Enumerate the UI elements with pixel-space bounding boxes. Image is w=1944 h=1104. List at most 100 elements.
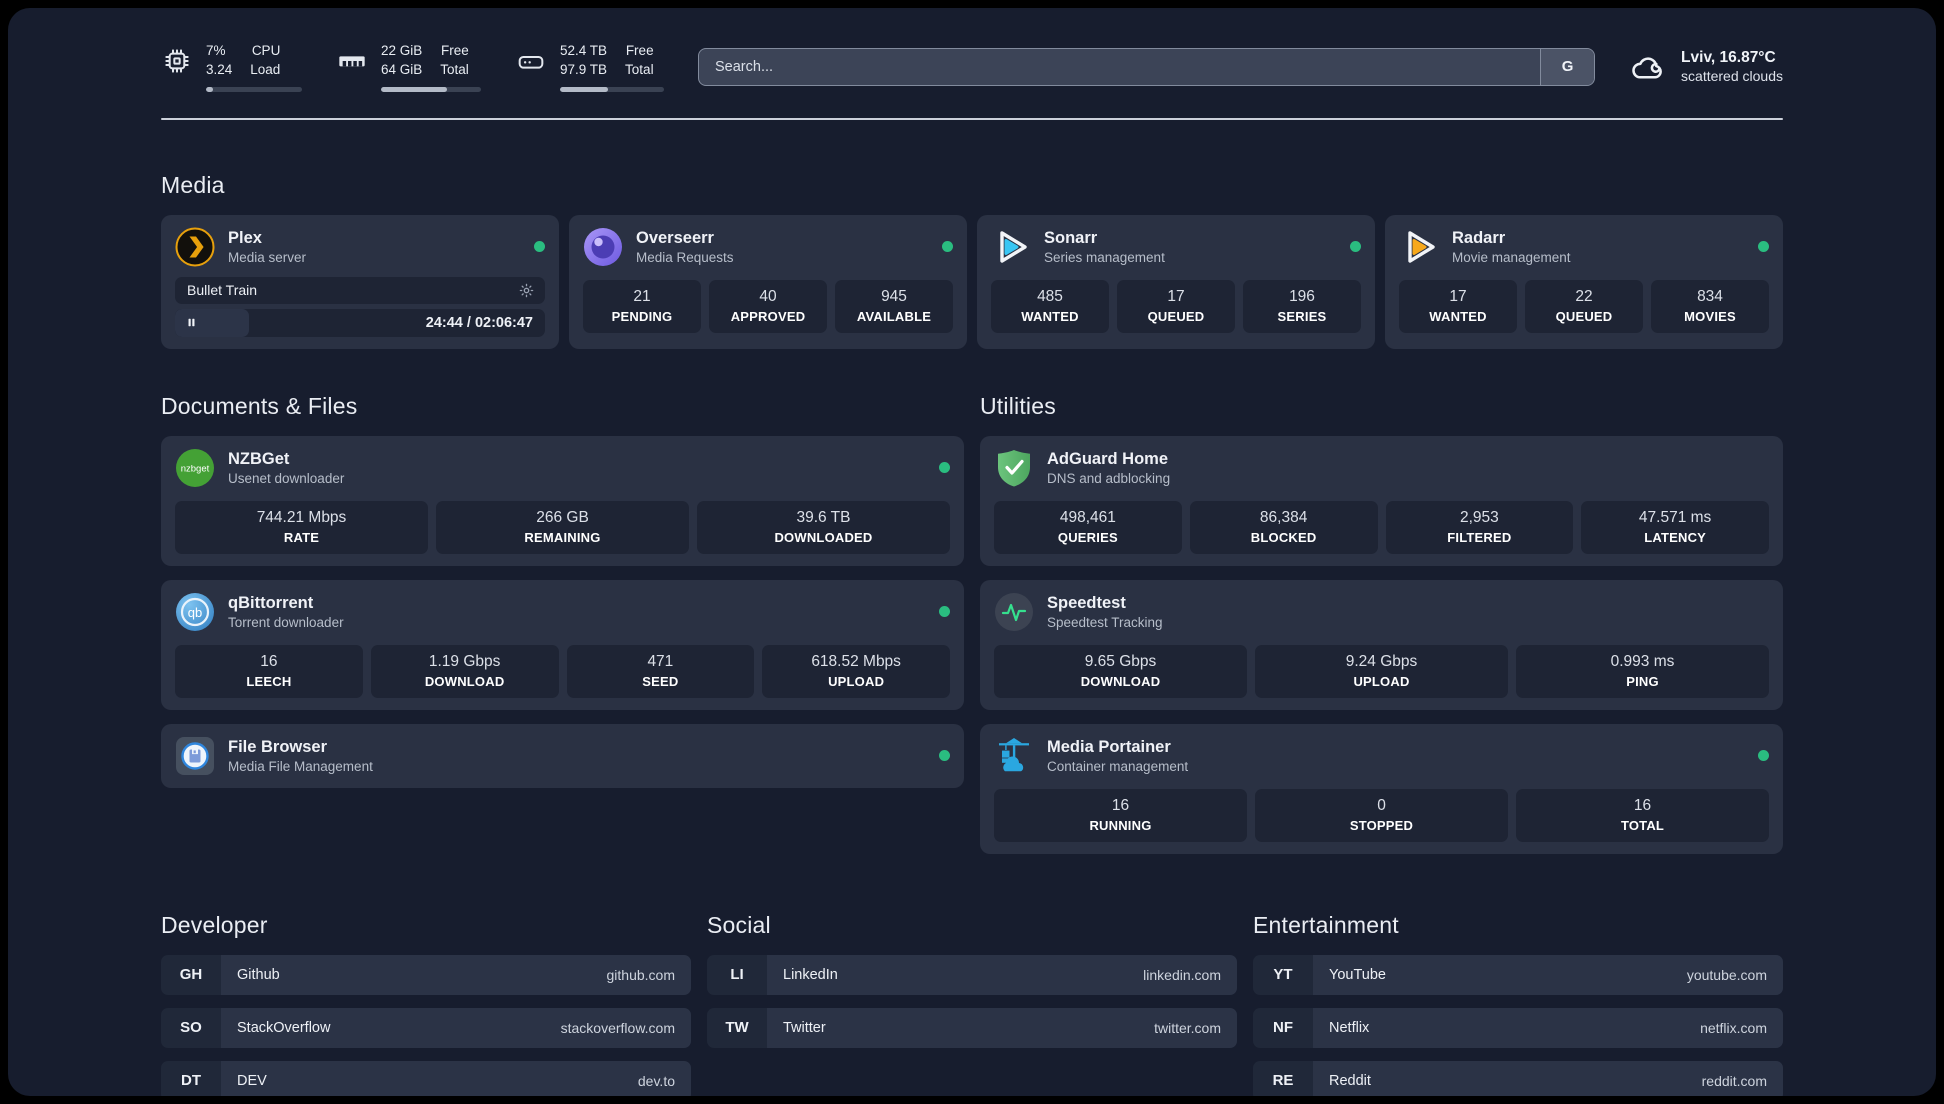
stat-box: 16 RUNNING xyxy=(994,788,1247,842)
link-row-youtube[interactable]: YT YouTube youtube.com xyxy=(1253,954,1783,995)
stat-value: 22 xyxy=(1575,287,1593,305)
cpu-progress-bar xyxy=(206,86,302,92)
utilities-column: Utilities xyxy=(980,393,1783,854)
app-name: Plex xyxy=(228,229,262,248)
playback-time: 24:44 / 02:06:47 xyxy=(425,314,533,331)
stat-value: 744.21 Mbps xyxy=(256,508,347,526)
pause-icon[interactable] xyxy=(185,316,198,329)
search-engine-button[interactable]: G xyxy=(1540,48,1595,85)
app-description: Movie management xyxy=(1452,250,1571,266)
stat-value: 86,384 xyxy=(1259,508,1308,526)
app-card-speedtest[interactable]: Speedtest Speedtest Tracking 9.65 Gbps D… xyxy=(980,579,1783,710)
stat-box: 16 TOTAL xyxy=(1516,788,1769,842)
disk-total-label: Total xyxy=(625,61,654,77)
header-divider xyxy=(161,117,1783,120)
app-name: AdGuard Home xyxy=(1047,450,1169,469)
link-abbr: RE xyxy=(1253,1060,1313,1096)
gear-icon[interactable] xyxy=(518,282,535,299)
app-card-radarr[interactable]: Radarr Movie management 17 WANTED 22 QUE… xyxy=(1385,214,1783,349)
stat-label: TOTAL xyxy=(1620,817,1665,833)
app-card-nzbget[interactable]: nzbget NZBGet Usenet downloader 744.21 M… xyxy=(161,435,964,566)
link-url: github.com xyxy=(606,966,675,983)
playback-progress-bar[interactable]: 24:44 / 02:06:47 xyxy=(175,308,545,337)
app-description: Media File Management xyxy=(228,759,373,775)
sonarr-icon xyxy=(991,227,1031,267)
app-card-overseerr[interactable]: Overseerr Media Requests 21 PENDING 40 A… xyxy=(569,214,967,349)
link-name: YouTube xyxy=(1329,966,1386,983)
now-playing-title: Bullet Train xyxy=(187,282,258,299)
developer-section: Developer GH Github github.com SO StackO… xyxy=(161,912,691,1096)
radarr-icon xyxy=(1399,227,1439,267)
link-row-stackoverflow[interactable]: SO StackOverflow stackoverflow.com xyxy=(161,1007,691,1048)
app-card-plex[interactable]: Plex Media server Bullet Train xyxy=(161,214,559,349)
documents-column: Documents & Files nzbget NZBGet U xyxy=(161,393,964,854)
stat-value: 834 xyxy=(1697,287,1723,305)
section-title-utilities: Utilities xyxy=(980,392,1056,419)
link-row-linkedin[interactable]: LI LinkedIn linkedin.com xyxy=(707,954,1237,995)
stat-value: 39.6 TB xyxy=(796,508,851,526)
app-card-filebrowser[interactable]: File Browser Media File Management xyxy=(161,723,964,788)
status-dot xyxy=(1350,241,1361,253)
memory-free-value: 22 GiB xyxy=(381,43,423,58)
stat-value: 0.993 ms xyxy=(1610,652,1675,670)
section-title-social: Social xyxy=(707,911,771,938)
app-card-qbittorrent[interactable]: qb qBittorrent Torrent downloader 16 LEE… xyxy=(161,579,964,710)
app-card-portainer[interactable]: Media Portainer Container management 16 … xyxy=(980,723,1783,854)
link-row-reddit[interactable]: RE Reddit reddit.com xyxy=(1253,1060,1783,1096)
link-abbr: LI xyxy=(707,954,767,995)
disk-free-value: 52.4 TB xyxy=(560,43,608,58)
stat-label: QUERIES xyxy=(1057,529,1118,545)
app-description: Media server xyxy=(228,250,307,266)
app-description: Torrent downloader xyxy=(228,615,344,631)
disk-free-label: Free xyxy=(625,43,654,58)
stat-label: BLOCKED xyxy=(1250,529,1317,545)
stat-box: 744.21 Mbps RATE xyxy=(175,500,428,554)
status-dot xyxy=(942,241,953,253)
link-abbr: YT xyxy=(1253,954,1313,995)
stat-value: 945 xyxy=(881,287,907,305)
search-input[interactable] xyxy=(699,48,1541,85)
stat-value: 40 xyxy=(759,287,777,305)
weather-condition: scattered clouds xyxy=(1681,68,1783,85)
stat-box: 498,461 QUERIES xyxy=(994,500,1182,554)
link-url: twitter.com xyxy=(1154,1019,1221,1036)
stat-box: 2,953 FILTERED xyxy=(1385,500,1574,554)
link-row-twitter[interactable]: TW Twitter twitter.com xyxy=(707,1007,1237,1048)
stat-value: 9.65 Gbps xyxy=(1084,652,1157,670)
app-description: Usenet downloader xyxy=(228,471,345,487)
app-name: NZBGet xyxy=(228,450,290,469)
status-dot xyxy=(939,750,950,762)
cpu-usage-label: CPU xyxy=(251,43,281,58)
link-abbr: TW xyxy=(707,1007,767,1048)
cpu-stat: 7% 3.24 CPU Load xyxy=(161,42,302,92)
stat-box: 0.993 ms PING xyxy=(1516,644,1769,698)
app-card-adguard[interactable]: AdGuard Home DNS and adblocking 498,461 … xyxy=(980,435,1783,566)
link-abbr: GH xyxy=(161,954,221,995)
app-card-sonarr[interactable]: Sonarr Series management 485 WANTED 17 Q… xyxy=(977,214,1375,349)
stat-box: 16 LEECH xyxy=(175,644,363,698)
link-url: stackoverflow.com xyxy=(560,1019,675,1036)
nzbget-icon: nzbget xyxy=(175,448,215,488)
now-playing-box: Bullet Train xyxy=(175,276,545,304)
link-name: Reddit xyxy=(1329,1072,1371,1089)
stat-value: 485 xyxy=(1037,287,1063,305)
stat-value: 21 xyxy=(633,287,651,305)
stat-box: 22 QUEUED xyxy=(1525,279,1643,333)
app-name: Radarr xyxy=(1452,229,1506,248)
svg-text:nzbget: nzbget xyxy=(181,463,210,474)
cpu-usage-value: 7% xyxy=(206,43,226,58)
link-row-dev[interactable]: DT DEV dev.to xyxy=(161,1060,691,1096)
app-name: Media Portainer xyxy=(1047,738,1171,757)
cloud-icon xyxy=(1629,48,1667,86)
link-row-netflix[interactable]: NF Netflix netflix.com xyxy=(1253,1007,1783,1048)
stat-value: 0 xyxy=(1377,796,1386,814)
disk-icon xyxy=(515,45,547,77)
link-row-github[interactable]: GH Github github.com xyxy=(161,954,691,995)
stat-value: 498,461 xyxy=(1059,508,1116,526)
status-dot xyxy=(534,241,545,253)
section-title-media: Media xyxy=(161,171,225,198)
stat-label: PING xyxy=(1626,673,1659,689)
stat-value: 196 xyxy=(1289,287,1315,305)
link-url: linkedin.com xyxy=(1143,966,1221,983)
stat-box: 196 SERIES xyxy=(1243,279,1361,333)
